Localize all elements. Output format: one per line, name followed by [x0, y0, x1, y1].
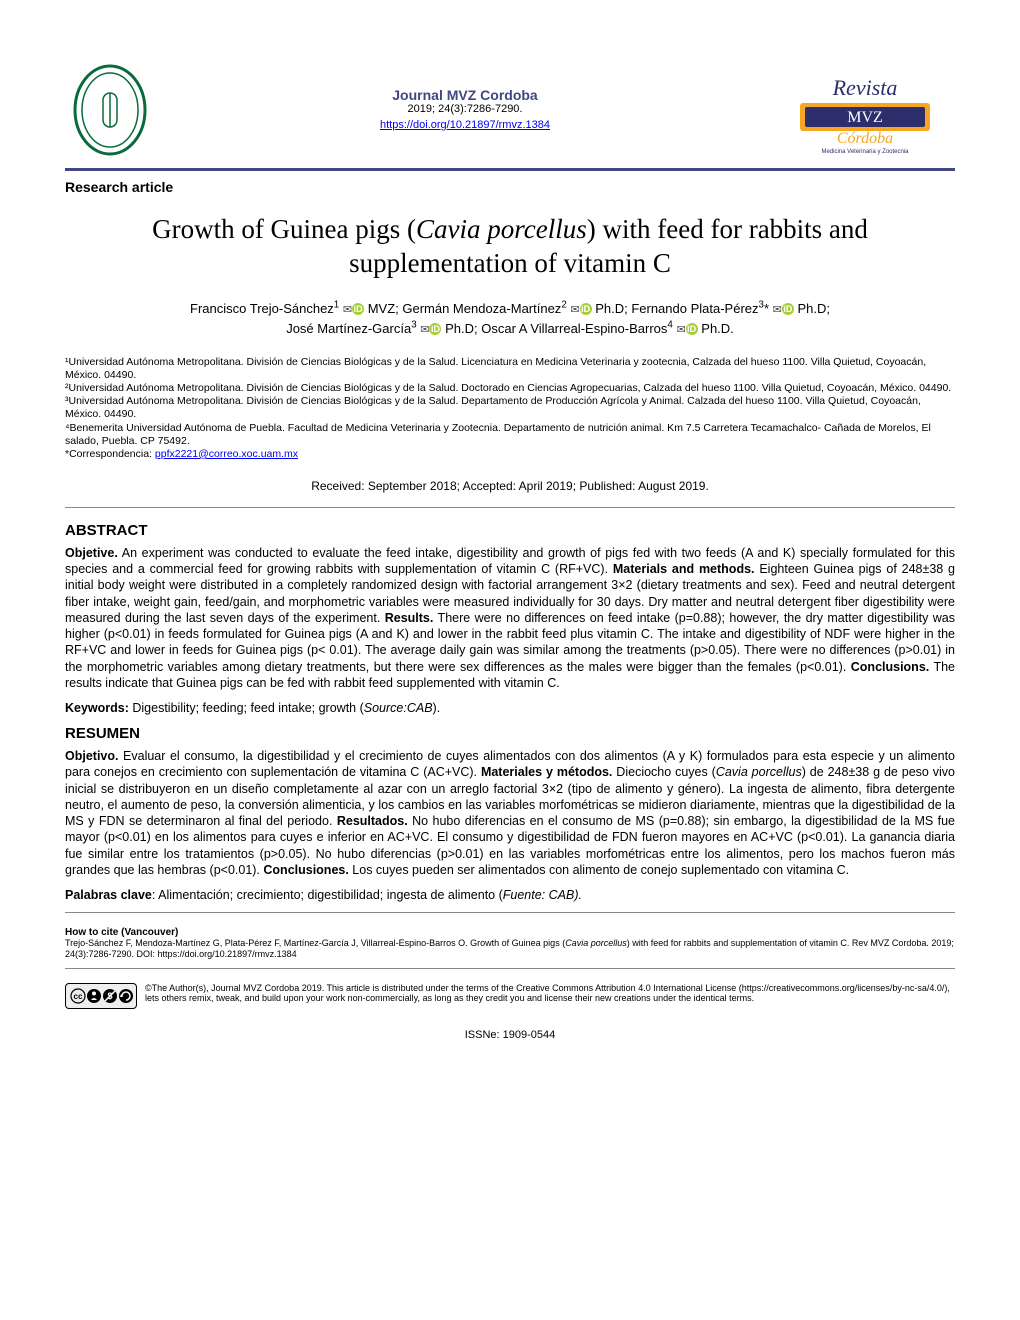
- affiliation-3: ³Universidad Autónoma Metropolitana. Div…: [65, 395, 955, 421]
- logo-revista-mvz: Revista MVZ Córdoba Medicina Veterinaria…: [775, 63, 955, 158]
- affiliation-2: ²Universidad Autónoma Metropolitana. Div…: [65, 382, 955, 395]
- affiliation-4: ⁴Benemerita Universidad Autónoma de Pueb…: [65, 422, 955, 448]
- divider-before-abstract: [65, 507, 955, 508]
- mail-icon[interactable]: ✉: [773, 304, 782, 316]
- conclusions-label: Conclusions.: [851, 660, 929, 674]
- correspondence-line: *Correspondencia: ppfx2221@correo.xoc.ua…: [65, 448, 955, 461]
- keywords-label: Keywords:: [65, 701, 129, 715]
- resumen-methods-label: Materiales y métodos.: [481, 765, 612, 779]
- article-title: Growth of Guinea pigs (Cavia porcellus) …: [65, 213, 955, 281]
- divider-header: [65, 168, 955, 171]
- svg-text:Revista: Revista: [832, 75, 898, 100]
- orcid-icon[interactable]: iD: [782, 303, 794, 315]
- resumen-methods-italic: Cavia porcellus: [716, 765, 802, 779]
- orcid-icon[interactable]: iD: [429, 323, 441, 335]
- header-row: Journal MVZ Cordoba 2019; 24(3):7286-729…: [65, 60, 955, 160]
- publication-dates: Received: September 2018; Accepted: Apri…: [65, 479, 955, 493]
- resumen-methods-text-a: Dieciocho cuyes (: [612, 765, 715, 779]
- svg-text:MVZ: MVZ: [847, 109, 883, 126]
- keywords-close: ).: [433, 701, 441, 715]
- svg-text:Medicina Veterinaria y Zootecn: Medicina Veterinaria y Zootecnia: [821, 149, 909, 155]
- orcid-icon[interactable]: iD: [686, 323, 698, 335]
- journal-heading-block: Journal MVZ Cordoba 2019; 24(3):7286-729…: [155, 87, 775, 133]
- abstract-body: Objetive. An experiment was conducted to…: [65, 545, 955, 691]
- article-type: Research article: [65, 179, 955, 195]
- palabras-clave-close: ).: [574, 888, 582, 902]
- authors-line-1: Francisco Trejo-Sánchez1 ✉iD MVZ; Germán…: [190, 301, 830, 316]
- palabras-clave-label: Palabras clave: [65, 888, 152, 902]
- license-text: ©The Author(s), Journal MVZ Cordoba 2019…: [145, 983, 955, 1004]
- keywords-line: Keywords: Digestibility; feeding; feed i…: [65, 701, 955, 715]
- mail-icon[interactable]: ✉: [570, 304, 579, 316]
- mail-icon[interactable]: ✉: [420, 324, 429, 336]
- correspondence-email-link[interactable]: ppfx2221@correo.xoc.uam.mx: [155, 448, 298, 460]
- keywords-source: Source:CAB: [364, 701, 433, 715]
- resumen-conclusions-text: Los cuyes pueden ser alimentados con ali…: [349, 863, 849, 877]
- palabras-clave-source: Fuente: CAB: [503, 888, 575, 902]
- resumen-objective-label: Objetivo.: [65, 749, 118, 763]
- orcid-icon[interactable]: iD: [352, 303, 364, 315]
- results-label: Results.: [385, 611, 434, 625]
- orcid-icon[interactable]: iD: [580, 303, 592, 315]
- affiliation-1: ¹Universidad Autónoma Metropolitana. Div…: [65, 356, 955, 382]
- issn-line: ISSNe: 1909-0544: [65, 1029, 955, 1041]
- authors-line-2: José Martínez-García3 ✉iD Ph.D; Oscar A …: [286, 321, 734, 336]
- mail-icon[interactable]: ✉: [343, 304, 352, 316]
- resumen-results-label: Resultados.: [337, 814, 408, 828]
- divider-before-citation: [65, 912, 955, 913]
- title-part-a: Growth of Guinea pigs (: [152, 214, 416, 244]
- journal-title: Journal MVZ Cordoba: [155, 87, 775, 103]
- cite-body-italic: Cavia porcellus: [565, 938, 627, 948]
- palabras-clave-text: : Alimentación; crecimiento; digestibili…: [152, 888, 503, 902]
- resumen-heading: RESUMEN: [65, 725, 955, 742]
- divider-before-license: [65, 968, 955, 969]
- how-to-cite-heading: How to cite (Vancouver): [65, 927, 955, 938]
- authors-block: Francisco Trejo-Sánchez1 ✉iD MVZ; Germán…: [65, 299, 955, 338]
- doi-link[interactable]: https://doi.org/10.21897/rmvz.1384: [380, 119, 550, 131]
- svg-text:Córdoba: Córdoba: [837, 130, 893, 147]
- affiliations-block: ¹Universidad Autónoma Metropolitana. Div…: [65, 356, 955, 461]
- mail-icon[interactable]: ✉: [676, 324, 685, 336]
- correspondence-label: *Correspondencia:: [65, 448, 155, 460]
- palabras-clave-line: Palabras clave: Alimentación; crecimient…: [65, 888, 955, 902]
- title-italic-species: Cavia porcellus: [416, 214, 587, 244]
- keywords-text: Digestibility; feeding; feed intake; gro…: [129, 701, 364, 715]
- cite-body-a: Trejo-Sánchez F, Mendoza-Martínez G, Pla…: [65, 938, 565, 948]
- objective-label: Objetive.: [65, 546, 118, 560]
- logo-university-cordoba: [65, 60, 155, 160]
- svg-text:cc: cc: [74, 992, 83, 1001]
- abstract-heading: ABSTRACT: [65, 522, 955, 539]
- resumen-conclusions-label: Conclusiones.: [263, 863, 348, 877]
- cc-license-badge[interactable]: cc $: [65, 983, 137, 1009]
- how-to-cite-body: Trejo-Sánchez F, Mendoza-Martínez G, Pla…: [65, 938, 955, 960]
- journal-citation: 2019; 24(3):7286-7290.: [155, 103, 775, 115]
- license-row: cc $ ©The Author(s), Journal MVZ Cordoba…: [65, 983, 955, 1009]
- resumen-body: Objetivo. Evaluar el consumo, la digesti…: [65, 748, 955, 878]
- methods-label: Materials and methods.: [613, 562, 755, 576]
